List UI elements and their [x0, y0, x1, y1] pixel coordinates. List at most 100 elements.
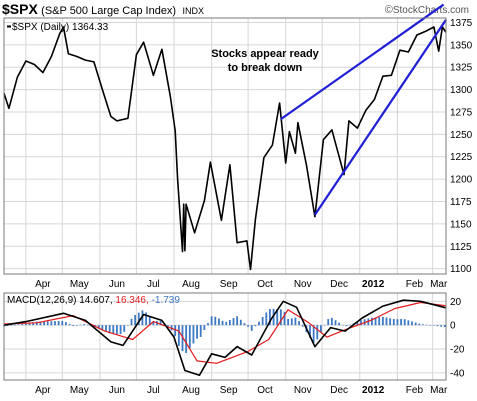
macd-histogram-bar [174, 325, 177, 337]
macd-histogram-bar [54, 321, 56, 326]
macd-x-tick-label: Mar [430, 385, 448, 396]
macd-histogram-bar [309, 325, 311, 338]
macd-histogram-bar [218, 318, 220, 326]
macd-histogram-bar [32, 322, 35, 326]
price-legend: $SPX (Daily) 1364.33 [12, 22, 109, 33]
macd-histogram-bar [243, 323, 246, 326]
price-tick-label: 1300 [450, 85, 473, 96]
macd-histogram-bar [436, 325, 439, 327]
macd-histogram-bar [6, 325, 9, 326]
macd-histogram-bar [349, 324, 351, 326]
macd-x-tick-label: Jun [109, 385, 125, 396]
price-tick-label: 1325 [450, 63, 473, 74]
trendline [280, 3, 445, 121]
macd-histogram-bar [134, 315, 137, 326]
macd-histogram-bar [17, 324, 20, 326]
macd-histogram-bar [320, 325, 322, 333]
macd-histogram-bar [236, 316, 239, 326]
price-x-tick-label: Apr [35, 279, 51, 290]
signal-value: 16.346, [115, 295, 151, 306]
macd-frame-border [3, 292, 447, 381]
macd-tick-label: 0 [450, 321, 456, 332]
macd-histogram-bar [167, 325, 169, 327]
trendline [313, 19, 447, 216]
price-plot-frame [4, 18, 446, 274]
macd-histogram-bar [411, 321, 413, 326]
macd-histogram-bar [429, 325, 432, 326]
price-x-tick-label: Oct [257, 279, 273, 290]
macd-histogram-bar [97, 325, 100, 329]
macd-histogram-bar [196, 325, 198, 339]
price-x-tick-label: Mar [430, 279, 448, 290]
macd-histogram-bar [341, 325, 344, 326]
macd-histogram-bar [247, 325, 249, 327]
macd-histogram-bar [50, 321, 53, 326]
macd-histogram-bar [141, 310, 144, 326]
macd-histogram-bar [225, 321, 228, 326]
macd-histogram-bar [338, 322, 341, 326]
macd-histogram-bar [381, 316, 384, 326]
price-x-tick-label: Dec [330, 279, 348, 290]
macd-x-tick-label: Aug [182, 385, 200, 396]
index-name-label: (S&P 500 Large Cap Index) [41, 5, 177, 17]
price-x-tick-label: Sep [220, 279, 238, 290]
macd-histogram-bar [61, 320, 64, 326]
macd-histogram-bar [123, 325, 126, 332]
macd-histogram-bar [276, 309, 279, 326]
macd-x-axis: Apr May Jun Jul Aug Sep Oct Nov Dec 2012 Feb Mar [35, 385, 448, 396]
macd-histogram-bar [116, 325, 118, 335]
macd-histogram-bar [83, 324, 86, 326]
macd-histogram-bar [330, 317, 333, 326]
macd-histogram-bar [392, 319, 395, 326]
macd-histogram-bar [24, 323, 27, 326]
macd-histogram-bar [269, 309, 271, 326]
macd-histogram-bar [210, 316, 213, 326]
price-y-axis: 1100 1125 1150 1175 1200 1225 1250 1275 1300 1325… [450, 18, 473, 275]
macd-histogram-bar [207, 323, 209, 326]
macd-x-tick-label: Nov [294, 385, 312, 396]
macd-histogram-bar [250, 325, 253, 331]
macd-histogram-bar [327, 319, 330, 326]
price-x-tick-label: May [70, 279, 89, 290]
macd-line [3, 299, 447, 377]
macd-histogram-bar [137, 312, 140, 326]
price-gridlines [4, 18, 446, 274]
macd-histogram-bar [130, 318, 133, 326]
price-tick-label: 1225 [450, 152, 473, 163]
annotation-line: to break down [228, 62, 303, 74]
macd-histogram-bar [119, 325, 122, 335]
macd-signal-line [3, 301, 447, 364]
macd-x-tick-label: Apr [35, 385, 51, 396]
macd-histogram-bar [145, 312, 147, 326]
macd-x-tick-label: Feb [406, 385, 424, 396]
macd-histogram-bar [159, 320, 162, 326]
macd-histogram-bar [316, 325, 319, 340]
macd-histogram-bar [185, 325, 188, 353]
price-x-tick-label: Jul [147, 279, 160, 290]
macd-plot-frame [4, 293, 446, 380]
macd-histogram-bar [203, 325, 206, 331]
macd-histogram-bar [199, 325, 202, 337]
macd-histogram-bar [65, 322, 67, 326]
macd-histogram-bar [298, 321, 300, 326]
macd-histogram-bar [112, 325, 115, 335]
price-x-tick-label: 2012 [362, 279, 385, 290]
price-tick-label: 1175 [450, 197, 472, 208]
macd-tick-label: 20 [450, 297, 462, 308]
macd-histogram-bar [75, 325, 78, 326]
macd-histogram-bar [126, 325, 129, 326]
macd-histogram-bar [232, 318, 235, 326]
macd-value: 14.607, [79, 295, 115, 306]
macd-histogram-bar [221, 320, 224, 326]
price-tick-label: 1100 [450, 264, 472, 275]
price-series [3, 26, 447, 271]
macd-histogram-bar [403, 319, 406, 326]
macd-x-tick-label: Dec [330, 385, 348, 396]
macd-histogram-bar [279, 309, 282, 326]
stockcharts-watermark: ©StockCharts.com [385, 4, 469, 16]
macd-histogram-bar [294, 317, 297, 326]
macd-histogram-bar [396, 319, 399, 326]
macd-histogram-bar [188, 325, 191, 349]
watermark-label: StockCharts.com [392, 5, 469, 16]
